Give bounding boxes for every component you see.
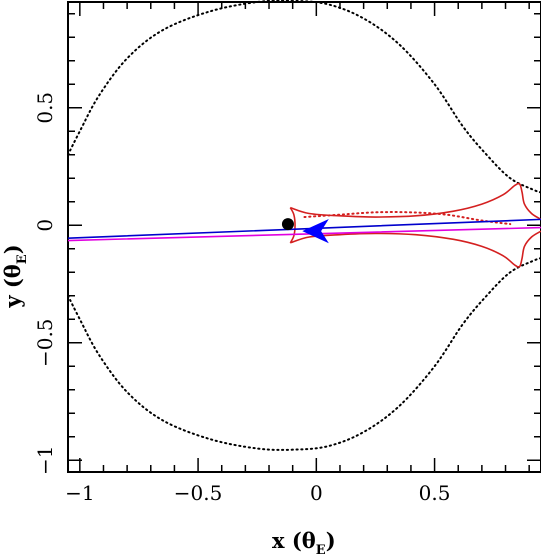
direction-arrow [302, 218, 329, 244]
plot-frame [67, 1, 541, 473]
axis-ticks [68, 2, 541, 472]
caustic-lower-line [290, 230, 541, 268]
x-axis-label: x (θE) [272, 528, 336, 555]
x-tick-label: 0.5 [419, 481, 451, 505]
critical-curve-dotted-inner-line [303, 211, 512, 226]
trajectory-line [67, 226, 541, 242]
x-tick-label: −0.5 [174, 481, 223, 505]
y-tick-label: 0.5 [33, 92, 57, 124]
y-tick-label: 0 [33, 219, 57, 232]
curves-layer [67, 0, 541, 451]
critical-curve-dotted-line [67, 0, 541, 194]
x-tick-label: −1 [65, 481, 94, 505]
y-tick-label: −0.5 [33, 318, 57, 367]
lens-dot [281, 218, 294, 231]
tick-labels-layer: −1 −0.5 0 0.5 −1 −0.5 0 0.5 [33, 92, 450, 505]
caustic-left-cusp-line [289, 207, 296, 244]
y-axis-label: y (θE) [0, 244, 30, 308]
y-tick-label: −1 [33, 446, 57, 475]
trajectory-line [67, 218, 541, 239]
markers-layer [281, 218, 329, 244]
critical-curve-dotted-line [67, 257, 541, 451]
x-tick-label: 0 [310, 481, 323, 505]
caustic-upper-line [290, 182, 541, 221]
